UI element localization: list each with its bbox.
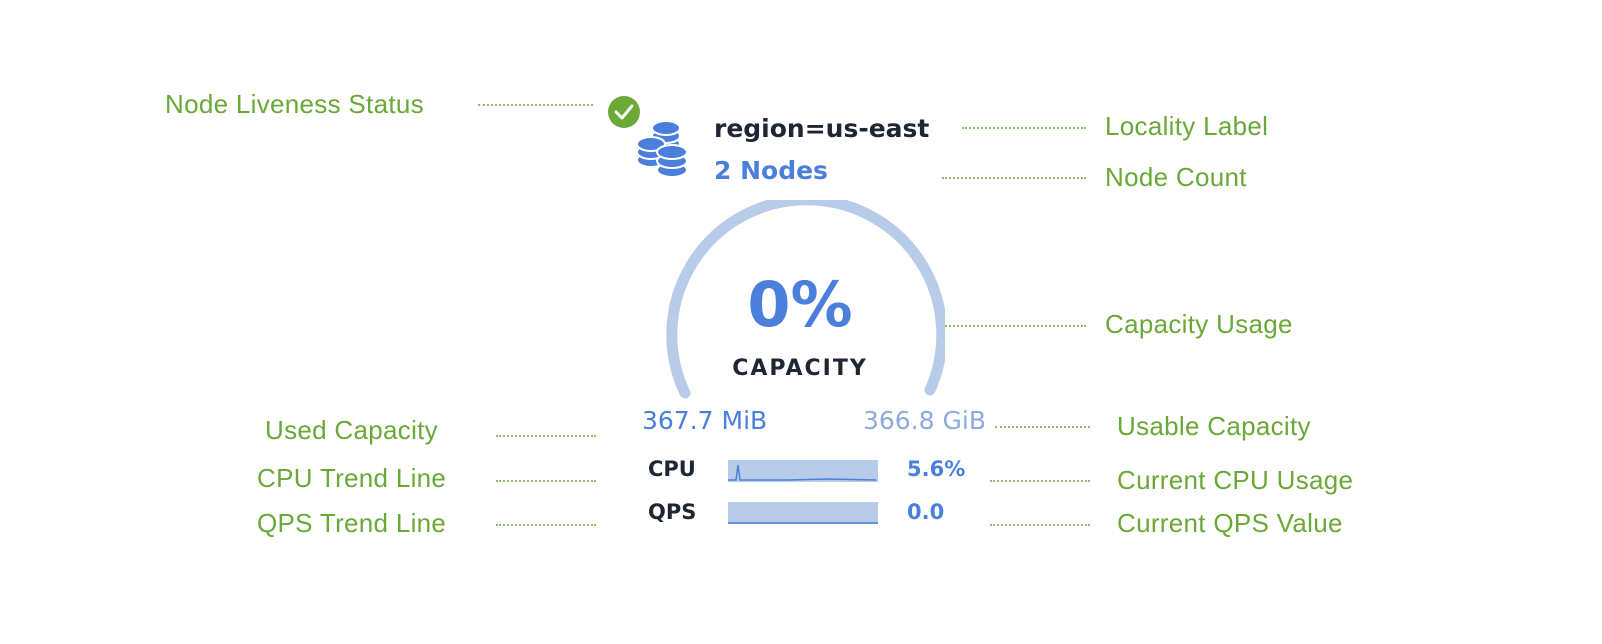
annotation-locality: Locality Label: [1105, 111, 1269, 141]
cpu-label: CPU: [648, 457, 696, 481]
locality-label[interactable]: region=us-east: [714, 114, 930, 143]
annotation-used-capacity: Used Capacity: [265, 415, 438, 445]
leader-line: [990, 524, 1090, 526]
annotation-qps-current: Current QPS Value: [1117, 508, 1343, 538]
used-capacity: 367.7 MiB: [642, 406, 768, 435]
qps-label: QPS: [648, 500, 697, 524]
annotation-liveness: Node Liveness Status: [165, 89, 424, 119]
usable-capacity: 366.8 GiB: [863, 406, 986, 435]
liveness-check-icon: [608, 96, 640, 128]
capacity-gauge: [666, 200, 945, 399]
annotation-node-count: Node Count: [1105, 162, 1247, 192]
capacity-percent: 0%: [747, 268, 853, 341]
leader-line: [478, 104, 593, 106]
annotation-qps-trend: QPS Trend Line: [257, 508, 447, 538]
annotation-cpu-trend: CPU Trend Line: [257, 463, 447, 493]
cpu-value: 5.6%: [907, 457, 966, 481]
qps-sparkline: [728, 502, 878, 524]
database-nodes-icon: [636, 120, 688, 178]
node-count[interactable]: 2 Nodes: [714, 156, 828, 185]
capacity-gauge-track: [666, 200, 945, 399]
cpu-sparkline: [728, 460, 878, 482]
leader-line: [942, 325, 1086, 327]
annotation-capacity-usage: Capacity Usage: [1105, 309, 1293, 339]
leader-line: [962, 127, 1086, 129]
leader-line: [496, 480, 596, 482]
annotation-cpu-current: Current CPU Usage: [1117, 465, 1354, 495]
leader-line: [942, 177, 1086, 179]
leader-line: [496, 524, 596, 526]
annotation-usable-capacity: Usable Capacity: [1117, 411, 1311, 441]
qps-value: 0.0: [907, 500, 945, 524]
leader-line: [995, 426, 1090, 428]
leader-line: [990, 480, 1090, 482]
leader-line: [496, 435, 596, 437]
capacity-label: CAPACITY: [732, 356, 868, 381]
